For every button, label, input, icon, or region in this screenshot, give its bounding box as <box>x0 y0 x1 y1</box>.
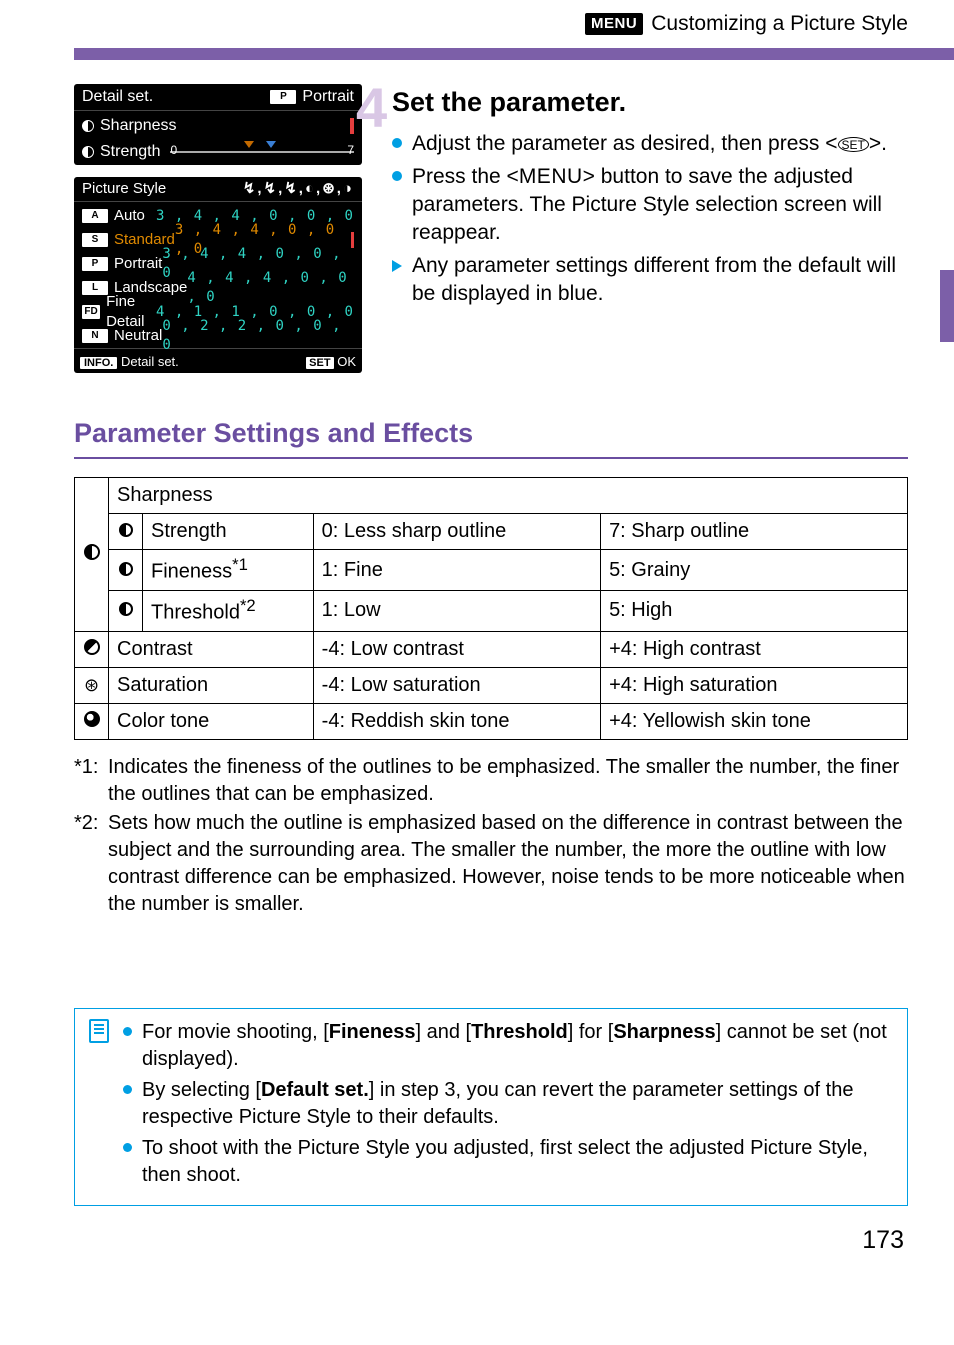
footnotes: *1:Indicates the fineness of the outline… <box>74 754 908 918</box>
step-text: 4 Set the parameter. Adjust the paramete… <box>392 84 908 385</box>
saturation-icon: ⊛ <box>84 675 99 695</box>
strength-label: Strength <box>100 141 160 163</box>
footer-left-text: Detail set. <box>121 354 179 369</box>
fn1-pre: *1: <box>74 754 108 808</box>
section-heading: Parameter Settings and Effects <box>74 415 908 459</box>
bullet-icon <box>392 138 402 148</box>
fn2-text: Sets how much the outline is emphasized … <box>108 810 908 918</box>
colortone-hi: +4: Yellowish skin tone <box>601 703 908 739</box>
slider-max: 7 <box>347 142 354 158</box>
info-badge: INFO. <box>80 357 117 369</box>
menu-button-label: MENU <box>519 165 583 188</box>
saturation-cell: Saturation <box>109 667 314 703</box>
header-accent-bar <box>74 48 954 60</box>
fineness-lo: 1: Fine <box>313 550 600 591</box>
active-indicator <box>350 118 354 134</box>
sharpness-header: Sharpness <box>109 478 908 514</box>
ps-row-values: 0 , 2 , 2 , 0 , 0 , 0 <box>162 317 354 355</box>
footer-right: SET OK <box>306 353 356 371</box>
ps-row-values: 4 , 4 , 4 , 0 , 0 , 0 <box>187 269 354 307</box>
fn1-text: Indicates the fineness of the outlines t… <box>108 754 908 808</box>
threshold-hi: 5: High <box>601 590 908 631</box>
threshold-cell: Threshold*2 <box>143 590 314 631</box>
strength-lo: 0: Less sharp outline <box>313 514 600 550</box>
fn2-pre: *2: <box>74 810 108 918</box>
info-item-2: By selecting [Default set.] in step 3, y… <box>142 1077 893 1131</box>
colortone-cell: Color tone <box>109 703 314 739</box>
bullet-2: Press the <MENU> button to save the adju… <box>412 163 908 248</box>
picture-style-header: Picture Style <box>82 179 166 199</box>
strength-sub-icon <box>119 523 133 537</box>
bullet-icon <box>392 171 402 181</box>
info-box: For movie shooting, [Fineness] and [Thre… <box>74 1008 908 1206</box>
picture-style-header-icons: ↯,↯,↯,◐,⊛,◑ <box>243 179 354 199</box>
detail-set-style-name: Portrait <box>302 86 354 108</box>
slider-marker-default <box>244 141 254 148</box>
strength-hi: 7: Sharp outline <box>601 514 908 550</box>
page-number: 173 <box>74 1224 908 1258</box>
strength-slider: 0 7 <box>170 145 354 159</box>
screenshots-column: Detail set. P Portrait Sharpness <box>74 84 362 385</box>
page-header: MENU Customizing a Picture Style <box>0 0 954 48</box>
ps-badge-icon: A <box>82 209 108 223</box>
info-item-1: For movie shooting, [Fineness] and [Thre… <box>142 1019 893 1073</box>
ps-badge-icon: P <box>270 90 296 104</box>
fineness-cell: Fineness*1 <box>143 550 314 591</box>
strength-cell: Strength <box>143 514 314 550</box>
ps-badge-icon: N <box>82 329 108 343</box>
bullet-icon <box>123 1027 132 1036</box>
ps-row-name: Neutral <box>114 326 162 346</box>
ps-badge-icon: P <box>82 257 108 271</box>
sharpness-label: Sharpness <box>100 115 177 137</box>
colortone-icon <box>84 711 100 727</box>
menu-badge: MENU <box>585 13 643 35</box>
note-icon <box>89 1019 109 1043</box>
ps-row-name: Auto <box>114 206 145 226</box>
bullet-3: Any parameter settings different from th… <box>412 252 908 309</box>
saturation-hi: +4: High saturation <box>601 667 908 703</box>
result-arrow-icon <box>392 260 402 272</box>
fineness-hi: 5: Grainy <box>601 550 908 591</box>
slider-min: 0 <box>170 142 177 158</box>
contrast-lo: -4: Low contrast <box>313 631 600 667</box>
detail-set-screenshot: Detail set. P Portrait Sharpness <box>74 84 362 165</box>
step-number: 4 <box>356 70 387 146</box>
ps-badge-icon: S <box>82 233 108 247</box>
picture-style-list-screenshot: Picture Style ↯,↯,↯,◐,⊛,◑ AAuto3 , 4 , 4… <box>74 177 362 373</box>
bullet-1: Adjust the parameter as desired, then pr… <box>412 130 908 158</box>
footer-right-text: OK <box>337 354 356 369</box>
bullet-icon <box>123 1143 132 1152</box>
colortone-lo: -4: Reddish skin tone <box>313 703 600 739</box>
step-title: Set the parameter. <box>392 84 908 120</box>
header-title: Customizing a Picture Style <box>651 10 908 38</box>
info-item-3: To shoot with the Picture Style you adju… <box>142 1135 893 1189</box>
slider-marker-current <box>266 141 276 148</box>
contrast-cell: Contrast <box>109 631 314 667</box>
picture-style-row: NNeutral0 , 2 , 2 , 0 , 0 , 0 <box>74 324 362 348</box>
detail-set-label: Detail set. <box>82 86 153 108</box>
ps-badge-icon: FD <box>82 305 100 319</box>
threshold-sub-icon <box>119 602 133 616</box>
set-button-icon: SET <box>838 137 869 152</box>
strength-icon <box>82 146 94 158</box>
bullet-icon <box>123 1085 132 1094</box>
contrast-hi: +4: High contrast <box>601 631 908 667</box>
footer-left: INFO. Detail set. <box>80 353 179 371</box>
contrast-icon <box>84 639 100 655</box>
sharpness-icon <box>82 120 94 132</box>
saturation-lo: -4: Low saturation <box>313 667 600 703</box>
fineness-sub-icon <box>119 562 133 576</box>
set-badge: SET <box>306 357 333 369</box>
parameter-table: Sharpness Strength 0: Less sharp outline… <box>74 477 908 739</box>
ps-row-name: Portrait <box>114 254 162 274</box>
sharpness-group-icon <box>84 544 100 560</box>
threshold-lo: 1: Low <box>313 590 600 631</box>
